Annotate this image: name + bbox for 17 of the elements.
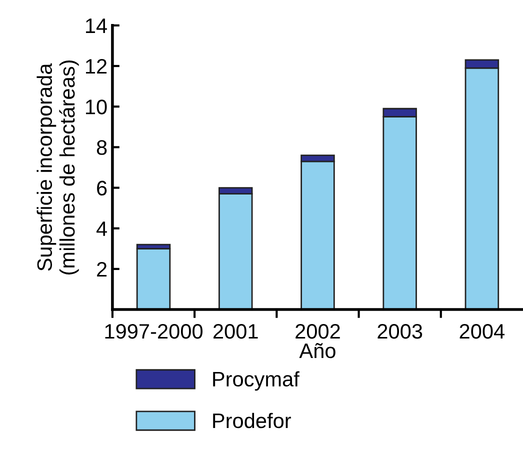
legend-label: Procymaf xyxy=(213,371,300,391)
x-tick-label: 2003 xyxy=(378,324,422,339)
x-tick-label: 1997-2000 xyxy=(105,324,203,339)
y-tick-label: 14 xyxy=(86,18,107,33)
x-tick-label: 2004 xyxy=(460,324,505,339)
x-tick-label: 2001 xyxy=(213,324,258,339)
y-tick-label: 12 xyxy=(86,59,107,74)
y-tick-label: 6 xyxy=(97,180,107,196)
x-tick-label: 2002 xyxy=(296,324,340,339)
x-axis-title: Año xyxy=(299,343,336,358)
y-tick-label: 2 xyxy=(97,262,107,276)
y-axis-title: Superficie incorporada (millones de hectáreas) xyxy=(36,60,79,274)
y-tick-label: 10 xyxy=(86,100,107,114)
y-tick-label: 4 xyxy=(96,222,107,236)
y-tick-label: 8 xyxy=(96,140,107,155)
legend-label: Prodefor xyxy=(213,412,291,428)
bar xyxy=(136,248,171,310)
